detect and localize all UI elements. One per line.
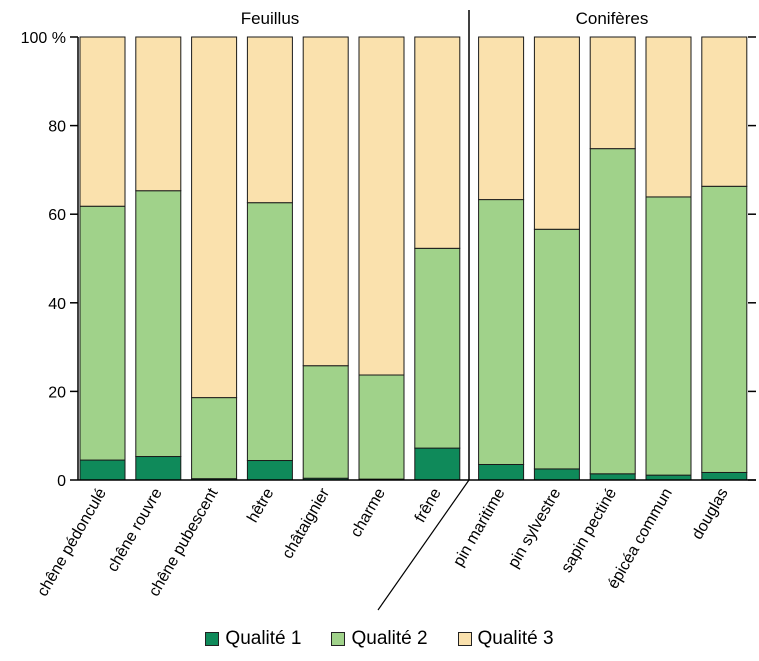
bar-segment-1-7: [478, 463, 525, 481]
bars-layer: [79, 36, 748, 481]
bar-segment-3-1: [135, 36, 182, 192]
bar-segment-2-7: [478, 199, 525, 465]
category-label-7: pin maritime: [450, 485, 508, 569]
legend-label-q2: Qualité 2: [351, 628, 428, 649]
category-label-4: châtaignier: [279, 485, 333, 562]
bar-segment-3-3: [246, 36, 293, 204]
bar-segment-3-10: [645, 36, 692, 198]
bar-segment-2-10: [645, 196, 692, 476]
legend-swatch-q1: [205, 632, 220, 646]
bar-segment-3-7: [478, 36, 525, 201]
group-divider-leader: [377, 479, 470, 611]
category-label-3: hêtre: [244, 485, 277, 525]
bar-segment-2-6: [414, 247, 461, 449]
bar-segment-3-11: [701, 36, 748, 187]
category-label-0: chêne pédonculé: [34, 485, 110, 599]
axis-layer: [70, 10, 756, 611]
bar-segment-1-1: [135, 456, 182, 481]
legend: Qualité 1 Qualité 2 Qualité 3: [0, 624, 759, 654]
y-tick-label-20: 20: [48, 384, 66, 401]
legend-label-q1: Qualité 1: [225, 628, 302, 649]
bar-segment-2-5: [358, 374, 405, 480]
bar-segment-1-6: [414, 447, 461, 481]
group-label-coniferes: Conifères: [576, 9, 649, 28]
y-tick-label-60: 60: [48, 207, 66, 224]
bar-segment-1-9: [589, 473, 636, 481]
bar-segment-3-0: [79, 36, 126, 207]
bar-segment-3-4: [302, 36, 349, 367]
bar-segment-3-2: [191, 36, 238, 399]
legend-swatch-q2: [331, 632, 346, 646]
bar-segment-2-9: [589, 148, 636, 475]
legend-item-q1: Qualité 1: [205, 628, 301, 650]
bar-segment-3-6: [414, 36, 461, 249]
bar-segment-1-3: [246, 460, 293, 481]
bar-segment-2-0: [79, 205, 126, 461]
category-label-6: frêne: [412, 485, 445, 525]
bar-segment-2-11: [701, 185, 748, 473]
bar-segment-2-1: [135, 190, 182, 458]
bar-segment-2-8: [533, 228, 580, 470]
category-label-1: chêne rouvre: [104, 485, 165, 574]
legend-label-q3: Qualité 3: [477, 628, 554, 649]
bar-segment-1-11: [701, 471, 748, 481]
y-tick-label-80: 80: [48, 119, 66, 136]
legend-swatch-q3: [457, 632, 472, 646]
legend-item-q2: Qualité 2: [331, 628, 428, 650]
group-label-feuillus: Feuillus: [241, 9, 300, 28]
bar-segment-2-4: [302, 365, 349, 479]
category-label-11: douglas: [689, 486, 732, 543]
stacked-bar-chart: 0 20 40 60 80 100 % Feuillus Conifères chêne péd…: [21, 9, 756, 611]
bar-segment-3-8: [533, 36, 580, 230]
bar-segment-2-3: [246, 202, 293, 462]
bar-segment-1-8: [533, 468, 580, 481]
y-tick-label-100: 100 %: [21, 30, 66, 47]
category-label-8: pin sylvestre: [505, 485, 564, 571]
legend-item-q3: Qualité 3: [457, 628, 554, 650]
category-label-9: sapin pectiné: [558, 485, 620, 575]
y-tick-label-0: 0: [57, 473, 66, 490]
bar-segment-3-5: [358, 36, 405, 376]
y-tick-label-40: 40: [48, 296, 66, 313]
bar-segment-2-2: [191, 397, 238, 480]
bar-segment-3-9: [589, 36, 636, 150]
category-label-5: charme: [348, 485, 389, 540]
bar-segment-1-0: [79, 459, 126, 481]
